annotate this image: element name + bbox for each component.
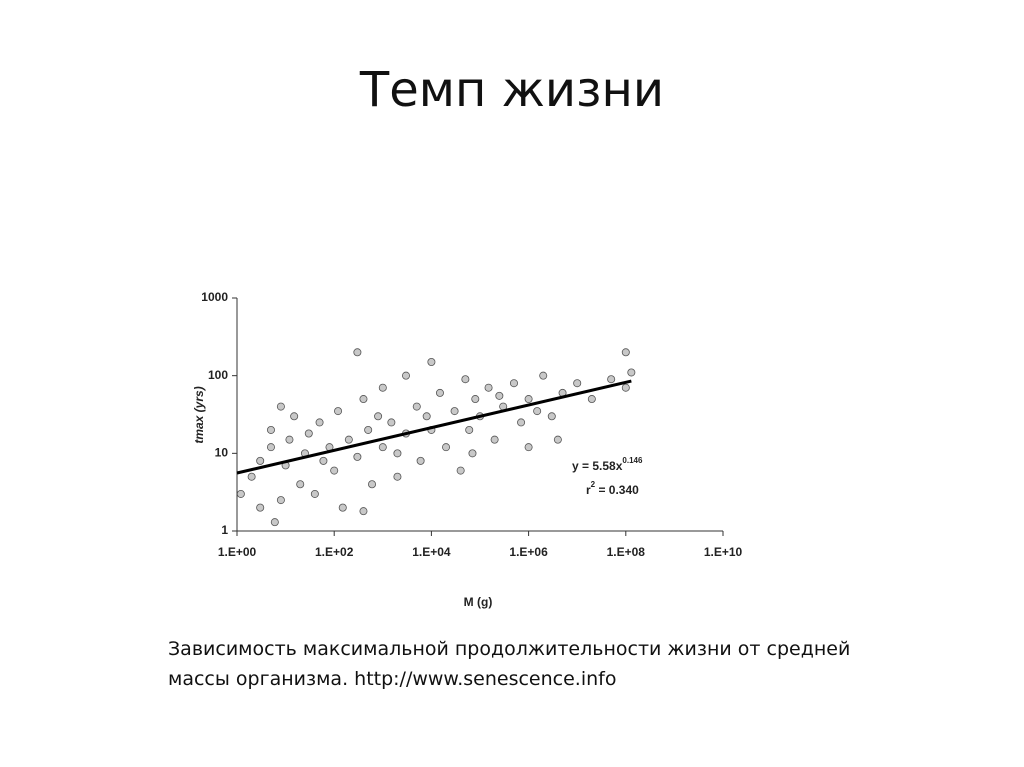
- equation-exponent: 0.146: [622, 456, 643, 465]
- point: [344, 435, 353, 444]
- point: [461, 375, 470, 384]
- point: [276, 496, 285, 505]
- x-tick-label: 1.E+04: [412, 545, 451, 559]
- point: [621, 348, 630, 357]
- r-sup: 2: [591, 480, 596, 489]
- point: [412, 402, 421, 411]
- point: [276, 402, 285, 411]
- point: [490, 435, 499, 444]
- point: [315, 418, 324, 427]
- point: [509, 379, 518, 388]
- point: [364, 425, 373, 434]
- point: [539, 371, 548, 380]
- x-tick-label: 1.E+06: [509, 545, 548, 559]
- x-tick-label: 1.E+08: [607, 545, 646, 559]
- equation-base: y = 5.58x: [572, 459, 623, 473]
- r-value: = 0.340: [595, 483, 639, 497]
- caption-line: массы организма. http://www.senescence.i…: [168, 668, 617, 690]
- x-tick-label: 1.E+00: [218, 545, 257, 559]
- point: [495, 391, 504, 400]
- point: [368, 480, 377, 489]
- y-tick-label: 1000: [201, 290, 228, 304]
- point: [330, 466, 339, 475]
- point: [427, 357, 436, 366]
- point: [621, 383, 630, 392]
- point: [517, 418, 526, 427]
- point: [256, 503, 265, 512]
- point: [484, 383, 493, 392]
- point: [465, 425, 474, 434]
- y-tick-label: 100: [208, 368, 228, 382]
- point: [266, 425, 275, 434]
- x-axis-label: M (g): [464, 595, 493, 609]
- point: [338, 503, 347, 512]
- point: [353, 452, 362, 461]
- point: [456, 466, 465, 475]
- point: [359, 507, 368, 516]
- point: [285, 435, 294, 444]
- y-axis-label: tmax (yrs): [192, 386, 206, 443]
- point: [627, 368, 636, 377]
- point: [524, 395, 533, 404]
- r-squared: r2 = 0.340: [586, 480, 639, 497]
- point: [266, 443, 275, 452]
- point: [378, 443, 387, 452]
- point: [310, 489, 319, 498]
- point: [450, 407, 459, 416]
- point: [524, 443, 533, 452]
- point: [547, 412, 556, 421]
- point: [290, 412, 299, 421]
- point: [422, 412, 431, 421]
- point: [393, 449, 402, 458]
- fit-equation: y = 5.58x0.146: [572, 456, 643, 473]
- point: [334, 407, 343, 416]
- point: [378, 383, 387, 392]
- r-base: r: [586, 483, 591, 497]
- y-tick-label: 1: [221, 523, 228, 537]
- point: [471, 395, 480, 404]
- point: [270, 518, 279, 527]
- point: [435, 388, 444, 397]
- point: [553, 435, 562, 444]
- x-tick-label: 1.E+02: [315, 545, 354, 559]
- point: [573, 379, 582, 388]
- point: [401, 371, 410, 380]
- point: [393, 472, 402, 481]
- point: [442, 443, 451, 452]
- point: [247, 472, 256, 481]
- point: [387, 418, 396, 427]
- point: [374, 412, 383, 421]
- point: [353, 348, 362, 357]
- point: [319, 456, 328, 465]
- slide-title: Темп жизни: [359, 62, 665, 118]
- caption-line: Зависимость максимальной продолжительнос…: [168, 638, 851, 660]
- x-tick-label: 1.E+10: [704, 545, 743, 559]
- point: [468, 449, 477, 458]
- fit-line: [236, 379, 632, 475]
- y-tick-label: 10: [215, 446, 229, 460]
- point: [587, 395, 596, 404]
- point: [359, 395, 368, 404]
- point: [607, 375, 616, 384]
- point: [533, 407, 542, 416]
- point: [304, 429, 313, 438]
- point: [256, 456, 265, 465]
- point: [416, 456, 425, 465]
- point: [296, 480, 305, 489]
- point: [236, 489, 245, 498]
